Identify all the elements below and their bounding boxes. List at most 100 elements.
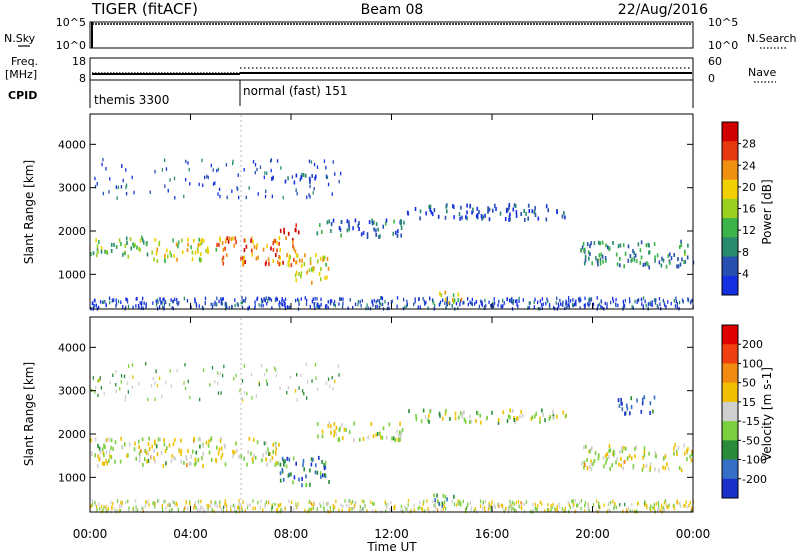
velocity-echo (96, 504, 98, 509)
velocity-echo (154, 502, 156, 506)
velocity-echo (146, 459, 148, 464)
velocity-echo (690, 509, 692, 513)
velocity-echo (330, 424, 332, 429)
power-echo (431, 212, 434, 217)
power-echo (508, 203, 511, 207)
power-echo (326, 257, 329, 261)
velocity-echo (298, 477, 300, 482)
velocity-echo (287, 386, 289, 390)
velocity-echo (544, 509, 546, 513)
power-echo (141, 300, 143, 305)
power-echo (275, 298, 277, 303)
velocity-echo (421, 506, 423, 511)
power-echo (446, 303, 448, 308)
velocity-echo (516, 416, 519, 421)
velocity-echo (92, 376, 94, 380)
power-echo (516, 302, 518, 307)
power-echo (636, 298, 639, 303)
power-echo (604, 301, 606, 306)
velocity-echo (128, 506, 130, 510)
velocity-echo (180, 459, 183, 464)
velocity-echo (629, 509, 631, 513)
velocity-echo (312, 457, 314, 462)
power-echo (251, 252, 254, 257)
velocity-echo (645, 463, 648, 468)
velocity-echo (112, 501, 114, 506)
velocity-echo (202, 443, 204, 448)
velocity-echo (233, 377, 235, 381)
velocity-echo (501, 504, 504, 508)
velocity-echo (679, 502, 681, 506)
velocity-echo (474, 507, 476, 511)
velocity-echo (539, 500, 541, 504)
velocity-echo (574, 499, 577, 503)
power-echo (390, 300, 392, 304)
velocity-echo (590, 447, 592, 452)
velocity-echo (523, 502, 525, 506)
velocity-echo (534, 502, 537, 507)
power-echo (310, 160, 313, 164)
velocity-echo (678, 466, 681, 470)
power-echo (289, 255, 292, 260)
power-echo (102, 191, 104, 196)
nsearch-tick-top: 10^5 (708, 16, 738, 29)
power-echo (177, 302, 179, 306)
velocity-echo (90, 438, 92, 443)
power-echo (429, 207, 432, 212)
power-echo (272, 241, 275, 246)
power-echo (206, 246, 209, 251)
power-echo (289, 305, 291, 310)
velocity-echo (112, 373, 114, 377)
velocity-echo (432, 499, 434, 504)
velocity-echo (430, 408, 432, 413)
velocity-echo (241, 396, 243, 400)
power-echo (403, 220, 405, 225)
velocity-echo (465, 506, 468, 511)
power-echo (642, 304, 644, 308)
velocity-echo (689, 454, 691, 459)
power-echo (565, 302, 567, 306)
power-echo (677, 264, 680, 269)
power-echo (156, 247, 158, 252)
velocity-echo (216, 445, 218, 450)
velocity-echo (161, 394, 163, 399)
power-echo (648, 302, 650, 306)
power-echo (298, 272, 300, 277)
velocity-echo (673, 506, 676, 511)
power-echo (346, 228, 349, 233)
power-echo (575, 302, 577, 307)
velocity-echo (170, 384, 172, 388)
power-echo (648, 265, 650, 270)
power-echo (115, 245, 118, 249)
power-echo (404, 305, 406, 309)
velocity-echo (419, 505, 421, 510)
velocity-echo (335, 432, 338, 437)
power-echo (377, 227, 379, 232)
velocity-echo (415, 413, 417, 418)
power-echo (311, 266, 314, 271)
power-echo (438, 303, 440, 307)
power-echo (580, 248, 582, 253)
velocity-echo (147, 499, 149, 503)
power-echo (387, 302, 389, 306)
velocity-echo (266, 368, 268, 373)
velocity-echo (325, 381, 328, 386)
velocity-echo (98, 502, 100, 506)
velocity-echo (683, 443, 685, 448)
velocity-echo (162, 508, 164, 512)
power-echo (231, 189, 233, 193)
velocity-echo (308, 507, 310, 512)
velocity-echo (507, 414, 510, 419)
velocity-echo (490, 503, 492, 508)
velocity-echo (375, 432, 377, 437)
power-echo (162, 305, 164, 309)
velocity-echo (491, 500, 493, 504)
power-echo (573, 303, 575, 308)
velocity-echo (169, 503, 171, 507)
velocity-echo (569, 505, 571, 510)
velocity-echo (497, 420, 500, 425)
velocity-echo (362, 437, 365, 441)
velocity-echo (178, 449, 181, 454)
velocity-echo (419, 500, 421, 505)
